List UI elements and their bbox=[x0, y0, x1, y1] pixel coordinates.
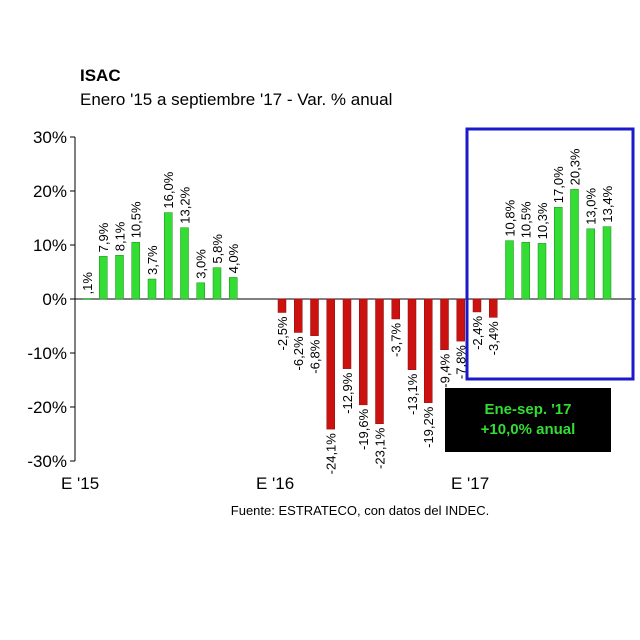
bar bbox=[407, 298, 417, 370]
y-tick-label: 0% bbox=[42, 290, 67, 309]
data-label: -19,6% bbox=[356, 408, 371, 450]
y-tick-label: -10% bbox=[27, 344, 67, 363]
highlight-box bbox=[465, 127, 635, 381]
x-tick-label: E '15 bbox=[61, 474, 99, 493]
bar bbox=[521, 242, 530, 300]
data-label: -3,4% bbox=[486, 321, 501, 355]
data-label: 4,0% bbox=[226, 243, 241, 273]
data-label: -2,4% bbox=[470, 316, 485, 350]
bar bbox=[375, 298, 384, 424]
bar bbox=[342, 298, 352, 369]
summary-callout: Ene-sep. '17 +10,0% anual bbox=[445, 388, 611, 452]
x-tick-label: E '17 bbox=[451, 474, 489, 493]
data-label: 3,7% bbox=[145, 245, 160, 275]
data-label: 16,0% bbox=[161, 171, 176, 208]
bar bbox=[82, 298, 92, 300]
data-label: 3,0% bbox=[194, 249, 209, 279]
data-label: -23,1% bbox=[373, 427, 388, 469]
data-label: 10,3% bbox=[535, 202, 550, 239]
bar bbox=[229, 277, 238, 300]
source-note: Fuente: ESTRATECO, con datos del INDEC. bbox=[230, 503, 490, 518]
bar bbox=[212, 267, 222, 300]
data-label: 13,4% bbox=[600, 185, 615, 222]
bar bbox=[537, 243, 547, 300]
bar bbox=[99, 256, 108, 300]
chart-title: ISAC bbox=[80, 66, 121, 85]
bar bbox=[440, 298, 449, 351]
data-label: 20,3% bbox=[568, 148, 583, 185]
y-tick-label: -30% bbox=[27, 452, 67, 471]
data-label: 7,9% bbox=[96, 222, 111, 252]
y-tick-label: 20% bbox=[33, 182, 67, 201]
bar bbox=[554, 206, 563, 300]
bar bbox=[115, 255, 124, 300]
data-label: 8,1% bbox=[113, 221, 128, 251]
bar bbox=[294, 298, 303, 333]
data-label: 5,8% bbox=[210, 234, 225, 264]
data-label: -2,5% bbox=[275, 316, 290, 350]
data-label: 13,0% bbox=[584, 187, 599, 224]
bar bbox=[424, 298, 433, 403]
bar bbox=[326, 298, 335, 430]
bar bbox=[472, 298, 482, 313]
data-label: 17,0% bbox=[551, 166, 566, 203]
bar bbox=[164, 212, 173, 300]
bar bbox=[602, 226, 612, 300]
data-label: -19,2% bbox=[421, 406, 436, 448]
bar bbox=[180, 227, 189, 300]
bar bbox=[147, 278, 157, 300]
data-label: -6,2% bbox=[291, 336, 306, 370]
data-label: 10,5% bbox=[129, 201, 144, 238]
x-tick-label: E '16 bbox=[256, 474, 294, 493]
callout-period: Ene-sep. '17 bbox=[484, 401, 572, 418]
chart-subtitle: Enero '15 a septiembre '17 - Var. % anua… bbox=[80, 90, 393, 109]
bar bbox=[505, 240, 514, 300]
data-label: 10,8% bbox=[503, 199, 518, 236]
bar bbox=[310, 298, 319, 336]
data-label: -9,4% bbox=[438, 353, 453, 387]
y-tick-label: -20% bbox=[27, 398, 67, 417]
callout-value: +10,0% anual bbox=[480, 421, 576, 438]
data-label: -6,8% bbox=[308, 339, 323, 373]
data-label: -7,8% bbox=[454, 345, 469, 379]
data-label: 13,2% bbox=[178, 186, 193, 223]
bar bbox=[586, 228, 595, 300]
y-tick-label: 10% bbox=[33, 236, 67, 255]
bar bbox=[570, 189, 579, 300]
bar bbox=[131, 242, 140, 300]
bar bbox=[489, 298, 498, 318]
data-label: -12,9% bbox=[340, 372, 355, 414]
data-label: 10,5% bbox=[519, 201, 534, 238]
data-label: -3,7% bbox=[389, 323, 404, 357]
data-label: -13,1% bbox=[405, 373, 420, 415]
bar bbox=[277, 298, 287, 313]
data-label: -24,1% bbox=[324, 433, 339, 475]
y-tick-label: 30% bbox=[33, 128, 67, 147]
bar bbox=[359, 298, 368, 406]
bar bbox=[196, 282, 205, 300]
bar bbox=[391, 298, 400, 320]
bar bbox=[456, 298, 465, 342]
data-label: ,1% bbox=[80, 272, 95, 295]
